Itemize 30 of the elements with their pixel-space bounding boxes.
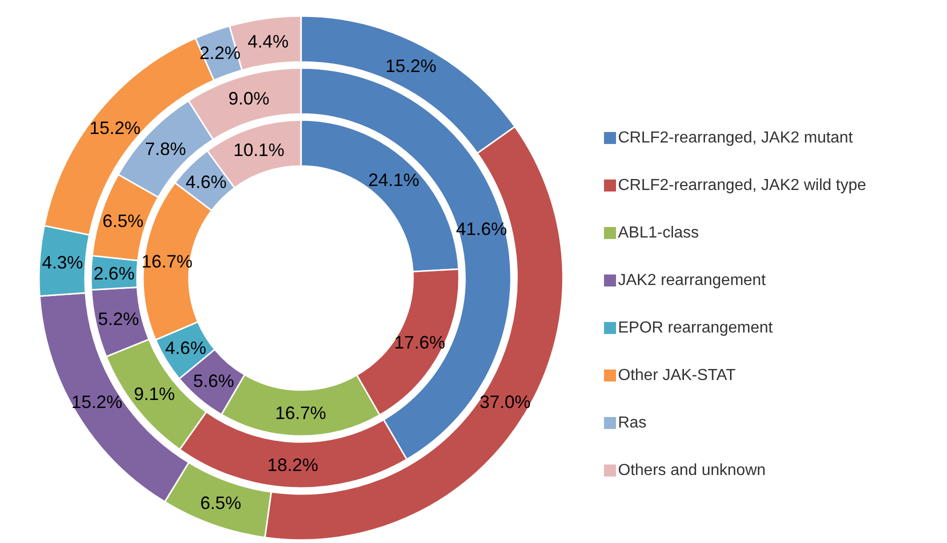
data-label: 9.0%: [228, 88, 270, 108]
legend-label: Ras: [618, 414, 646, 432]
data-label: 15.2%: [89, 118, 140, 138]
data-label: 24.1%: [368, 170, 420, 190]
data-label: 6.5%: [102, 210, 144, 231]
data-label: 4.3%: [42, 252, 84, 272]
legend-label: ABL1-class: [618, 224, 699, 242]
data-label: 16.7%: [275, 403, 326, 423]
data-label: 18.2%: [267, 454, 318, 475]
data-label: 2.2%: [200, 43, 241, 64]
data-label: 15.2%: [71, 392, 122, 412]
legend-label: JAK2 rearrangement: [618, 272, 766, 289]
legend-label: CRLF2-rearranged, JAK2 wild type: [618, 177, 866, 194]
data-label: 5.2%: [98, 308, 140, 329]
data-label: 6.5%: [200, 493, 242, 514]
data-label: 4.4%: [248, 31, 289, 52]
data-label: 37.0%: [480, 392, 531, 412]
legend-label: CRLF2-rearranged, JAK2 mutant: [618, 130, 854, 146]
data-label: 7.8%: [144, 139, 186, 160]
data-label: 10.1%: [233, 140, 284, 160]
data-label: 4.6%: [165, 338, 206, 358]
data-label: 4.6%: [186, 172, 227, 192]
data-label: 9.1%: [134, 384, 175, 404]
data-label: 15.2%: [385, 56, 436, 76]
legend-label: EPOR rearrangement: [618, 320, 774, 336]
data-label: 5.6%: [193, 370, 234, 391]
data-label: 2.6%: [94, 263, 135, 284]
legend-label: Others and unknown: [618, 462, 766, 479]
legend-label: Other JAK-STAT: [618, 367, 736, 384]
data-label: 17.6%: [394, 332, 446, 352]
